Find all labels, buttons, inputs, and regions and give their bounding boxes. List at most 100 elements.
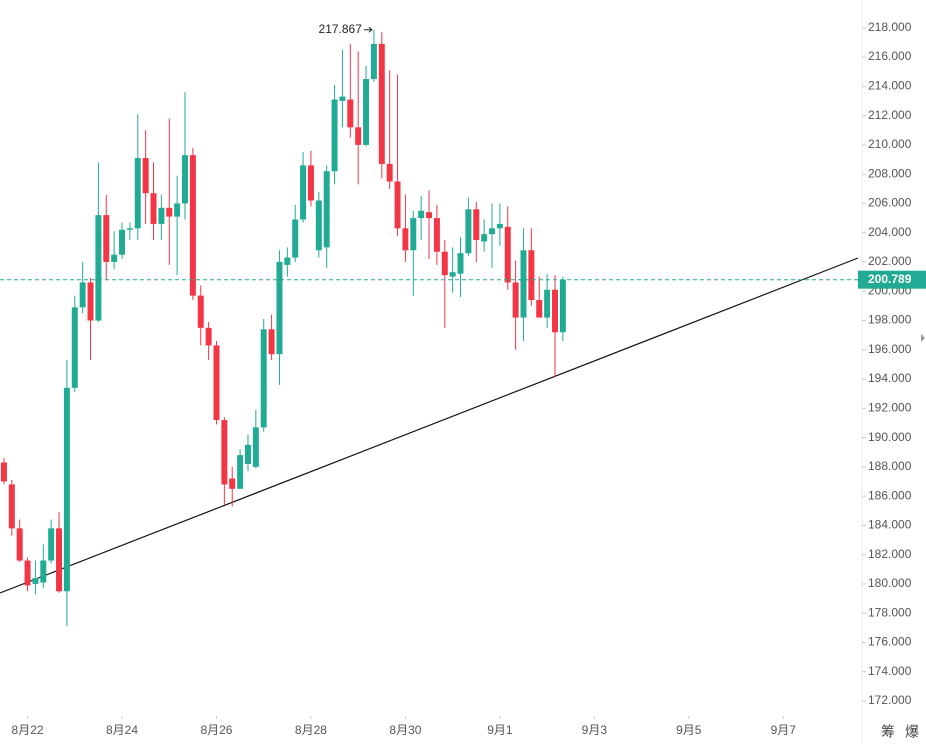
footer-icon[interactable]: 爆 (905, 724, 919, 740)
candle-body (449, 272, 456, 277)
y-tick-label: 218.000 (868, 20, 912, 34)
candle-body (79, 282, 86, 308)
y-tick-label: 182.000 (868, 547, 912, 561)
x-tick-label: 9月7 (771, 723, 797, 737)
candle-body (8, 484, 15, 529)
candle-body (63, 387, 70, 592)
candle-body (402, 228, 409, 251)
candle-body (378, 43, 385, 164)
candle-body (331, 99, 338, 172)
y-tick-label: 202.000 (868, 254, 912, 268)
candle-body (489, 228, 496, 235)
y-tick-label: 216.000 (868, 49, 912, 63)
x-tick-label: 9月5 (676, 723, 702, 737)
candle-body (355, 127, 362, 145)
x-tick-label: 8月24 (106, 723, 138, 737)
x-tick-label: 8月30 (389, 723, 421, 737)
y-tick-label: 172.000 (868, 693, 912, 707)
candle-body (339, 96, 346, 101)
y-tick-label: 174.000 (868, 664, 912, 678)
y-tick-label: 176.000 (868, 635, 912, 649)
candle-body (205, 327, 212, 346)
candle-body (300, 165, 307, 220)
candle-body (276, 261, 283, 355)
candle-body (512, 282, 519, 318)
candle-body (158, 207, 165, 224)
candle-body (386, 163, 393, 182)
candle-body (559, 279, 566, 333)
candle-body (182, 155, 188, 204)
candle-body (465, 209, 472, 254)
candle-body (0, 462, 7, 482)
candle-body (87, 282, 94, 321)
candle-body (197, 295, 204, 328)
candle-body (40, 560, 47, 583)
candle-body (418, 210, 425, 219)
y-tick-label: 190.000 (868, 430, 912, 444)
y-tick-label: 210.000 (868, 137, 912, 151)
trend-line (0, 257, 859, 594)
candle-body (268, 329, 275, 355)
footer-icon[interactable]: 筹 (881, 724, 895, 740)
y-tick-label: 178.000 (868, 605, 912, 619)
candle-body (142, 158, 149, 194)
candle-body (229, 478, 236, 489)
scroll-arrow[interactable] (921, 334, 925, 342)
candle-body (252, 427, 259, 467)
candle-body (134, 158, 141, 229)
candle-body (166, 207, 173, 217)
x-tick-label: 8月26 (200, 723, 232, 737)
last-price-label: 200.789 (868, 272, 912, 286)
candle-body (32, 578, 39, 584)
candle-body (496, 223, 503, 229)
high-marker-arrowhead (368, 26, 373, 33)
candle-body (126, 228, 133, 230)
candle-body (441, 251, 448, 276)
x-tick-label: 8月22 (12, 723, 44, 737)
candle-body (481, 234, 488, 242)
y-tick-label: 206.000 (868, 196, 912, 210)
y-tick-label: 198.000 (868, 313, 912, 327)
candle-body (24, 560, 31, 586)
candle-body (111, 254, 118, 262)
x-tick-label: 8月28 (295, 723, 327, 737)
candle-body (426, 212, 433, 219)
last-price-box (858, 270, 926, 289)
x-tick-label: 9月3 (582, 723, 608, 737)
x-tick-label: 9月1 (487, 723, 513, 737)
candle-body (56, 528, 63, 592)
y-tick-label: 180.000 (868, 576, 912, 590)
candle-body (307, 165, 314, 201)
candle-body (551, 289, 558, 333)
candle-body (457, 253, 464, 274)
y-tick-label: 214.000 (868, 79, 912, 93)
candle-body (237, 455, 244, 489)
candle-body (189, 155, 196, 296)
candle-body (174, 203, 181, 217)
candle-body (536, 300, 543, 318)
candle-body (71, 307, 78, 388)
candle-body (528, 250, 535, 301)
candle-body (292, 219, 299, 258)
candle-body (260, 329, 267, 428)
candle-body (520, 250, 527, 318)
high-marker-label: 217.867 (319, 22, 363, 36)
y-tick-label: 212.000 (868, 108, 912, 122)
candle-body (504, 226, 511, 283)
candle-body (244, 444, 251, 464)
candle-body (213, 345, 220, 421)
y-tick-label: 204.000 (868, 225, 912, 239)
candle-body (221, 420, 228, 485)
candle-body (363, 79, 370, 145)
candle-body (119, 229, 126, 255)
candle-body (410, 218, 417, 251)
y-tick-label: 196.000 (868, 342, 912, 356)
y-tick-label: 186.000 (868, 488, 912, 502)
candle-body (394, 181, 401, 229)
candle-body (544, 289, 551, 318)
candle-body (433, 218, 440, 252)
y-tick-label: 184.000 (868, 518, 912, 532)
y-tick-label: 194.000 (868, 371, 912, 385)
candle-body (103, 215, 110, 262)
candle-body (150, 193, 157, 224)
